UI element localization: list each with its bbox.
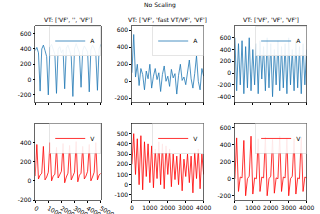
svg-text:VT: ['VF', 'fast VT/VF', 'VF']: VT: ['VF', 'fast VT/VF', 'VF'] [128,16,207,23]
svg-text:0: 0 [28,177,32,184]
svg-text:VT: ['VF', 'VF', 'VF']: VT: ['VF', 'VF', 'VF'] [243,16,299,23]
svg-text:0: 0 [227,175,231,182]
svg-text:3000: 3000 [73,204,90,214]
svg-text:1000: 1000 [245,204,260,211]
svg-text:1000: 1000 [142,204,157,211]
svg-text:400: 400 [117,43,129,50]
svg-text:300: 300 [117,150,129,157]
svg-text:-200: -200 [18,196,32,203]
svg-text:A: A [90,37,95,44]
svg-text:V: V [193,135,198,142]
svg-text:200: 200 [117,160,129,167]
svg-text:0: 0 [124,77,128,84]
svg-text:0: 0 [28,76,32,83]
svg-text:2000: 2000 [59,204,76,214]
svg-text:A: A [193,37,198,44]
svg-text:-200: -200 [114,94,128,101]
svg-text:4000: 4000 [196,204,211,211]
svg-text:3000: 3000 [281,204,296,211]
svg-text:5000: 5000 [99,204,116,214]
svg-text:A: A [296,37,301,44]
svg-text:3000: 3000 [178,204,193,211]
svg-text:4000: 4000 [86,204,103,214]
svg-text:2000: 2000 [160,204,175,211]
svg-text:600: 600 [20,30,32,37]
svg-text:400: 400 [117,140,129,147]
svg-text:600: 600 [220,34,232,41]
svg-text:600: 600 [117,26,129,33]
svg-text:4000: 4000 [299,204,314,211]
svg-text:VT: ['VF', '', 'VF']: VT: ['VF', '', 'VF'] [44,16,92,23]
svg-text:200: 200 [220,57,232,64]
svg-text:200: 200 [20,158,32,165]
svg-text:500: 500 [117,130,129,137]
svg-text:400: 400 [220,46,232,53]
svg-text:-200: -200 [217,81,231,88]
svg-text:-200: -200 [18,91,32,98]
svg-text:1000: 1000 [46,204,63,214]
svg-text:400: 400 [220,141,232,148]
svg-text:V: V [90,135,95,142]
svg-text:400: 400 [20,45,32,52]
svg-text:0: 0 [33,204,40,212]
svg-text:200: 200 [220,158,232,165]
svg-text:400: 400 [20,139,32,146]
svg-text:200: 200 [117,60,129,67]
svg-text:0: 0 [130,204,134,211]
svg-text:0: 0 [124,181,128,188]
svg-text:200: 200 [20,60,32,67]
svg-text:2000: 2000 [263,204,278,211]
svg-text:No Scaling: No Scaling [144,1,176,9]
svg-text:-100: -100 [114,191,128,198]
svg-text:-400: -400 [217,93,231,100]
svg-text:100: 100 [117,171,129,178]
svg-text:0: 0 [233,204,237,211]
svg-text:600: 600 [220,124,232,131]
svg-text:-200: -200 [217,192,231,199]
svg-text:0: 0 [227,69,231,76]
svg-text:V: V [296,135,301,142]
